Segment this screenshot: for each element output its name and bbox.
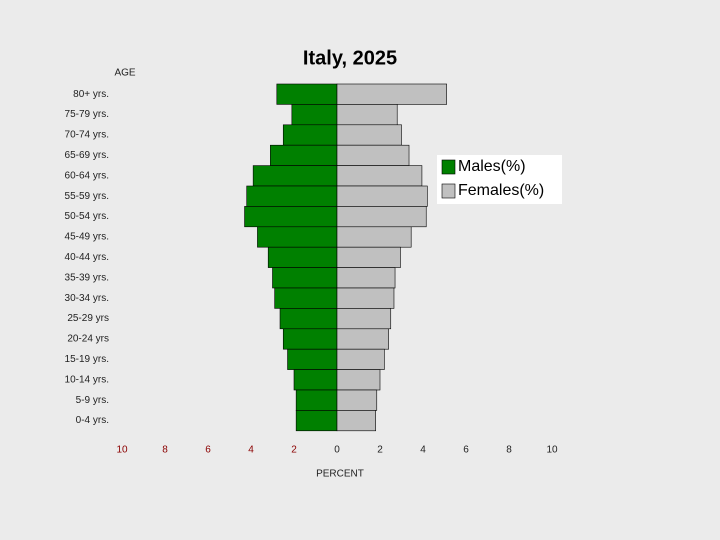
bar bbox=[336, 124, 402, 146]
bar bbox=[293, 369, 338, 391]
y-tick-label: 15-19 yrs. bbox=[65, 354, 109, 365]
legend-swatch bbox=[441, 183, 456, 199]
y-tick-label: 55-59 yrs. bbox=[65, 191, 109, 202]
bar bbox=[336, 206, 427, 228]
y-tick-label: 25-29 yrs bbox=[67, 313, 109, 324]
x-tick-label: 2 bbox=[377, 445, 383, 456]
bar bbox=[336, 287, 395, 309]
bar bbox=[336, 410, 377, 432]
bar bbox=[244, 206, 338, 228]
x-tick-label: 10 bbox=[116, 445, 128, 456]
legend-swatch bbox=[441, 159, 456, 175]
y-tick-label: 10-14 yrs. bbox=[65, 374, 109, 385]
bar bbox=[257, 226, 338, 248]
y-tick-label: 0-4 yrs. bbox=[76, 415, 109, 426]
y-tick-label: 35-39 yrs. bbox=[65, 272, 109, 283]
y-axis-label: AGE bbox=[114, 68, 135, 79]
x-tick-label: 8 bbox=[506, 445, 512, 456]
x-axis-label: PERCENT bbox=[316, 469, 364, 480]
bar bbox=[282, 124, 338, 146]
bar bbox=[287, 348, 338, 370]
bar bbox=[336, 369, 381, 391]
bar bbox=[336, 144, 410, 166]
x-tick-label: 10 bbox=[546, 445, 558, 456]
bar bbox=[336, 389, 378, 411]
bar bbox=[295, 389, 338, 411]
y-tick-label: 60-64 yrs. bbox=[65, 170, 109, 181]
y-tick-label: 50-54 yrs. bbox=[65, 211, 109, 222]
bar bbox=[336, 348, 385, 370]
bar bbox=[274, 287, 338, 309]
bar bbox=[282, 328, 338, 350]
y-tick-label: 20-24 yrs bbox=[67, 334, 109, 345]
bar bbox=[336, 104, 398, 126]
y-tick-label: 75-79 yrs. bbox=[65, 109, 109, 120]
x-tick-label: 4 bbox=[248, 445, 254, 456]
y-tick-label: 40-44 yrs. bbox=[65, 252, 109, 263]
legend-label: Males(%) bbox=[458, 158, 526, 175]
bar bbox=[295, 410, 338, 432]
x-tick-label: 6 bbox=[205, 445, 211, 456]
y-tick-label: 5-9 yrs. bbox=[76, 395, 109, 406]
bar bbox=[336, 246, 401, 268]
bar bbox=[276, 83, 338, 105]
y-tick-label: 65-69 yrs. bbox=[65, 150, 109, 161]
bar bbox=[291, 104, 338, 126]
bar bbox=[279, 308, 338, 330]
bar bbox=[336, 308, 392, 330]
legend-label: Females(%) bbox=[458, 182, 544, 199]
bar bbox=[336, 267, 396, 289]
x-tick-label: 6 bbox=[463, 445, 469, 456]
y-tick-label: 45-49 yrs. bbox=[65, 232, 109, 243]
bar bbox=[272, 267, 338, 289]
chart-title: Italy, 2025 bbox=[303, 47, 397, 69]
bar bbox=[246, 185, 338, 207]
y-tick-label: 70-74 yrs. bbox=[65, 130, 109, 141]
x-tick-label: 2 bbox=[291, 445, 297, 456]
bar bbox=[336, 83, 447, 105]
y-tick-label: 30-34 yrs. bbox=[65, 293, 109, 304]
bar bbox=[336, 185, 428, 207]
x-tick-label: 0 bbox=[334, 445, 340, 456]
legend-box bbox=[437, 155, 562, 204]
bar bbox=[336, 328, 389, 350]
bar bbox=[270, 144, 338, 166]
bar bbox=[336, 165, 423, 187]
y-tick-label: 80+ yrs. bbox=[73, 89, 109, 100]
bar bbox=[252, 165, 338, 187]
bar bbox=[267, 246, 338, 268]
x-tick-label: 8 bbox=[162, 445, 168, 456]
x-tick-label: 4 bbox=[420, 445, 426, 456]
bar bbox=[336, 226, 412, 248]
